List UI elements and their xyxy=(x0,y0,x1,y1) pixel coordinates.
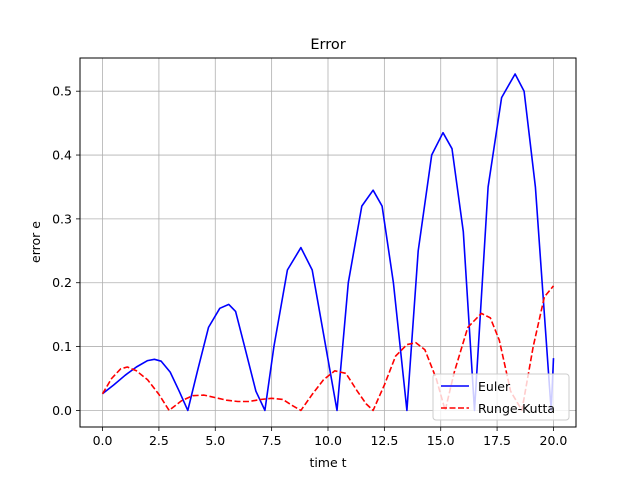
x-tick-label: 15.0 xyxy=(427,433,455,448)
x-tick-label: 17.5 xyxy=(483,433,511,448)
x-tick-label: 0.0 xyxy=(93,433,113,448)
x-tick-label: 7.5 xyxy=(262,433,282,448)
legend-label-euler: Euler xyxy=(478,379,511,394)
y-tick-label: 0.2 xyxy=(52,275,72,290)
y-axis-ticks: 0.0 0.1 0.2 0.3 0.4 0.5 xyxy=(52,84,80,418)
x-axis-label: time t xyxy=(309,455,346,470)
y-tick-label: 0.3 xyxy=(52,211,72,226)
series-line-euler xyxy=(102,73,555,412)
x-axis-ticks: 0.0 2.5 5.0 7.5 10.0 12.5 15.0 17.5 20.0 xyxy=(93,427,568,448)
grid xyxy=(80,58,576,427)
legend: Euler Runge-Kutta xyxy=(432,373,570,421)
y-tick-label: 0.0 xyxy=(52,403,72,418)
legend-label-runge-kutta: Runge-Kutta xyxy=(478,401,555,416)
x-tick-label: 2.5 xyxy=(149,433,169,448)
series-line-runge-kutta xyxy=(101,285,555,412)
y-tick-label: 0.5 xyxy=(52,84,72,99)
chart-title: Error xyxy=(310,37,345,53)
x-tick-label: 20.0 xyxy=(540,433,568,448)
y-tick-label: 0.4 xyxy=(52,148,72,163)
x-tick-label: 5.0 xyxy=(205,433,225,448)
series-layer xyxy=(101,73,555,412)
x-tick-label: 12.5 xyxy=(370,433,398,448)
y-axis-label: error e xyxy=(28,221,43,263)
y-tick-label: 0.1 xyxy=(52,339,72,354)
x-tick-label: 10.0 xyxy=(314,433,342,448)
